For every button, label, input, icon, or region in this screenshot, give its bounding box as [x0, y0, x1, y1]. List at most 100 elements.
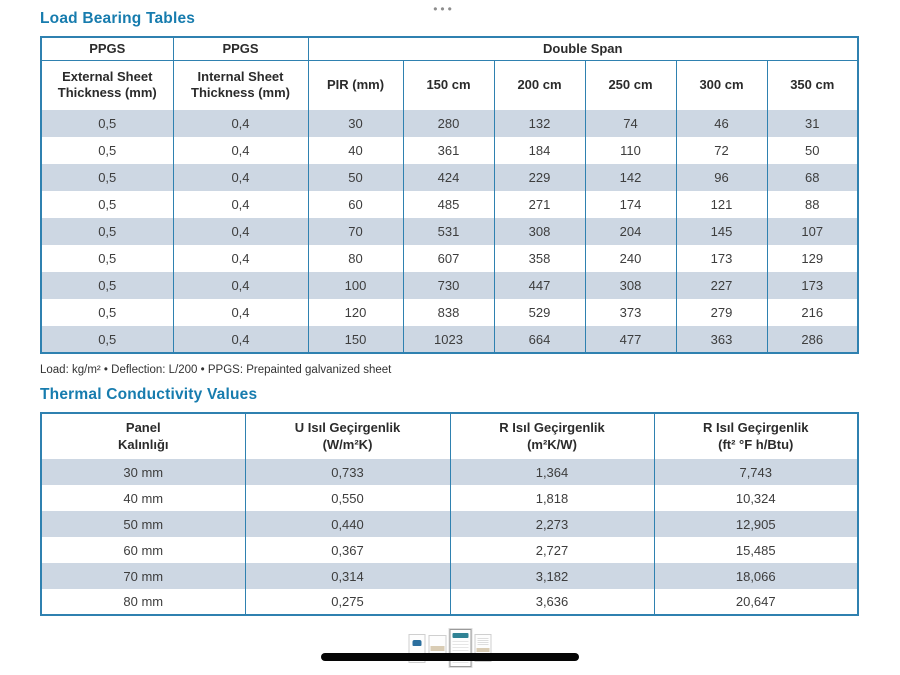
cell: 373: [584, 299, 677, 326]
cell: 20,647: [653, 589, 859, 615]
cell: 110: [584, 137, 677, 164]
cell: 0,367: [244, 537, 451, 563]
cell: 80 mm: [40, 589, 246, 615]
cell: 0,5: [40, 326, 174, 353]
col-r-value-metric: R Isıl Geçirgenlik (m²K/W): [449, 413, 655, 459]
cell: 0,4: [172, 191, 309, 218]
cell: 132: [493, 110, 586, 137]
cell: 0,550: [244, 485, 451, 511]
cell: 60 mm: [40, 537, 246, 563]
load-bearing-table: PPGS PPGS Double Span External Sheet Thi…: [40, 36, 860, 354]
table-group-header-row: PPGS PPGS Double Span: [40, 37, 859, 61]
cell: 2,273: [449, 511, 655, 537]
ppgs-left-header: PPGS: [40, 37, 174, 61]
cell: 50: [307, 164, 404, 191]
home-indicator[interactable]: [321, 653, 579, 661]
table-row: 40 mm 0,550 1,818 10,324: [40, 485, 859, 511]
cell: 286: [766, 326, 859, 353]
cell: 485: [402, 191, 495, 218]
col-u-value: U Isıl Geçirgenlik (W/m²K): [244, 413, 451, 459]
table-row: 0,5 0,4 60 485 271 174 121 88: [40, 191, 859, 218]
cell: 173: [675, 245, 768, 272]
cell: 308: [584, 272, 677, 299]
thumbnail-content: [430, 646, 445, 651]
table-row: 50 mm 0,440 2,273 12,905: [40, 511, 859, 537]
cell: 142: [584, 164, 677, 191]
table-column-header-row: Panel Kalınlığı U Isıl Geçirgenlik (W/m²…: [40, 413, 859, 459]
cell: 30 mm: [40, 459, 246, 485]
cell: 0,733: [244, 459, 451, 485]
cell: 271: [493, 191, 586, 218]
col-250cm: 250 cm: [584, 60, 677, 110]
page-thumbnail-3-current[interactable]: [449, 629, 472, 667]
table-row: 0,5 0,4 80 607 358 240 173 129: [40, 245, 859, 272]
cell: 30: [307, 110, 404, 137]
cell: 80: [307, 245, 404, 272]
thumbnail-content: [477, 638, 489, 645]
cell: 68: [766, 164, 859, 191]
cell: 0,4: [172, 245, 309, 272]
load-bearing-title: Load Bearing Tables: [40, 10, 196, 27]
cell: 174: [584, 191, 677, 218]
cell: 70: [307, 218, 404, 245]
cell: 15,485: [653, 537, 859, 563]
cell: 145: [675, 218, 768, 245]
cell: 184: [493, 137, 586, 164]
cell: 216: [766, 299, 859, 326]
table-row: 0,5 0,4 120 838 529 373 279 216: [40, 299, 859, 326]
cell: 150: [307, 326, 404, 353]
col-350cm: 350 cm: [766, 60, 859, 110]
cell: 0,5: [40, 164, 174, 191]
cell: 100: [307, 272, 404, 299]
cell: 72: [675, 137, 768, 164]
cell: 529: [493, 299, 586, 326]
cell: 31: [766, 110, 859, 137]
cell: 60: [307, 191, 404, 218]
cell: 0,5: [40, 110, 174, 137]
cell: 240: [584, 245, 677, 272]
table-row: 30 mm 0,733 1,364 7,743: [40, 459, 859, 485]
cell: 46: [675, 110, 768, 137]
col-external-sheet: External Sheet Thickness (mm): [40, 60, 174, 110]
col-200cm: 200 cm: [493, 60, 586, 110]
cell: 0,5: [40, 245, 174, 272]
double-span-header: Double Span: [307, 37, 859, 61]
cell: 477: [584, 326, 677, 353]
document-page: Load Bearing Tables PPGS PPGS Double Spa…: [40, 0, 860, 616]
table-column-header-row: External Sheet Thickness (mm) Internal S…: [40, 60, 859, 110]
col-panel-thickness: Panel Kalınlığı: [40, 413, 246, 459]
cell: 363: [675, 326, 768, 353]
cell: 0,5: [40, 191, 174, 218]
ppgs-right-header: PPGS: [172, 37, 309, 61]
cell: 531: [402, 218, 495, 245]
col-300cm: 300 cm: [675, 60, 768, 110]
cell: 730: [402, 272, 495, 299]
cell: 0,4: [172, 137, 309, 164]
cell: 227: [675, 272, 768, 299]
col-pir: PIR (mm): [307, 60, 404, 110]
cell: 18,066: [653, 563, 859, 589]
table-row: 0,5 0,4 50 424 229 142 96 68: [40, 164, 859, 191]
table-row: 80 mm 0,275 3,636 20,647: [40, 589, 859, 615]
cell: 838: [402, 299, 495, 326]
table-footnote: Load: kg/m² • Deflection: L/200 • PPGS: …: [40, 364, 392, 376]
cell: 607: [402, 245, 495, 272]
thumbnail-content: [476, 648, 490, 652]
cell: 0,4: [172, 299, 309, 326]
thermal-conductivity-table: Panel Kalınlığı U Isıl Geçirgenlik (W/m²…: [40, 412, 859, 616]
multitask-menu-dots-icon[interactable]: •••: [433, 2, 455, 16]
cell: 0,440: [244, 511, 451, 537]
cell: 50 mm: [40, 511, 246, 537]
cell: 0,4: [172, 164, 309, 191]
cell: 96: [675, 164, 768, 191]
cell: 70 mm: [40, 563, 246, 589]
col-150cm: 150 cm: [402, 60, 495, 110]
cell: 0,275: [244, 589, 451, 615]
cell: 279: [675, 299, 768, 326]
cell: 12,905: [653, 511, 859, 537]
cell: 74: [584, 110, 677, 137]
cell: 0,4: [172, 110, 309, 137]
cell: 173: [766, 272, 859, 299]
cell: 50: [766, 137, 859, 164]
cell: 88: [766, 191, 859, 218]
